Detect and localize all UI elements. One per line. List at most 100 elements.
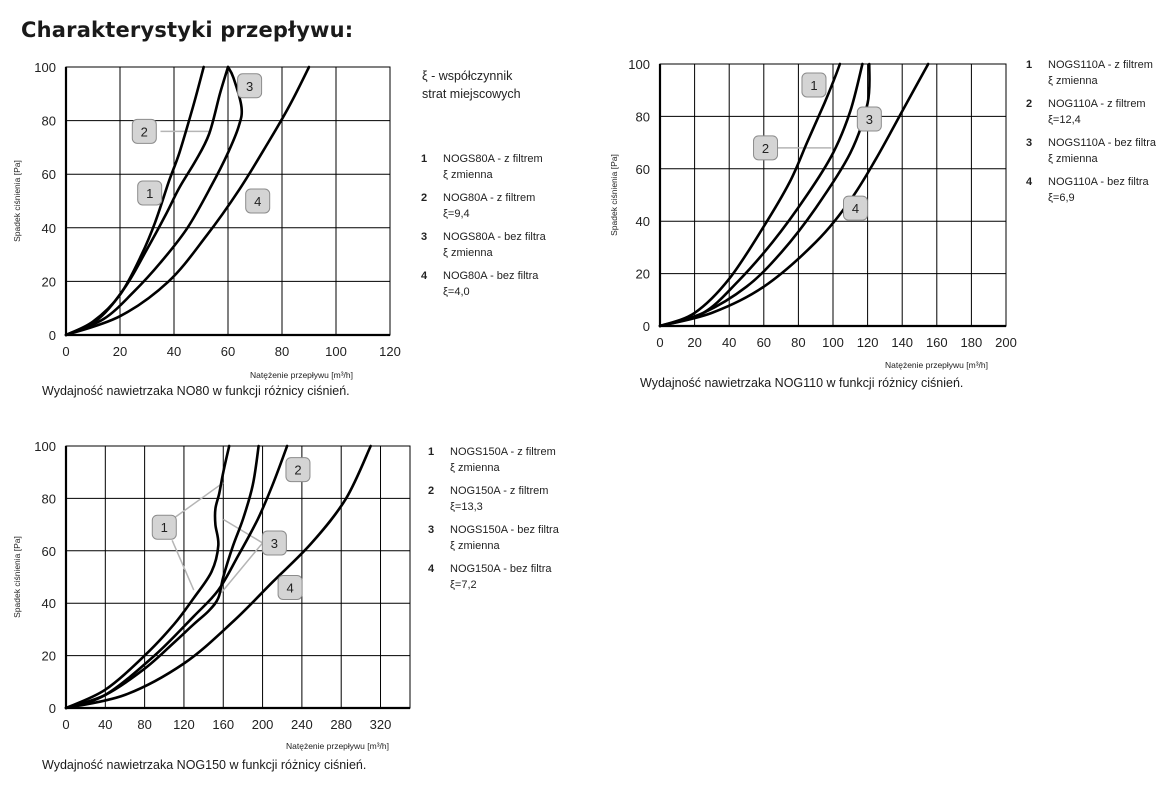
legend-model: NOG80A - bez filtra xyxy=(443,270,539,282)
curve-label-2: 2 xyxy=(131,118,157,144)
series-line-3 xyxy=(64,65,244,337)
x-tick-label: 120 xyxy=(173,717,195,732)
page-title: Charakterystyki przepływu: xyxy=(21,18,354,42)
caption-nog110: Wydajność nawietrzaka NOG110 w funkcji r… xyxy=(640,376,964,390)
xi-note-line2: strat miejscowych xyxy=(422,87,521,101)
legend-model: NOG150A - z filtrem xyxy=(450,485,549,497)
x-tick-label: 0 xyxy=(62,717,69,732)
x-tick-label: 200 xyxy=(252,717,274,732)
curve-label-3: 3 xyxy=(856,106,882,132)
y-tick-label: 60 xyxy=(42,167,56,182)
curve-label-text: 2 xyxy=(762,141,769,156)
curve-label-badge xyxy=(151,514,177,540)
legend-item: 3 NOGS150A - bez filtra ξ zmienna xyxy=(428,522,559,554)
legend-item: 1 NOGS110A - z filtrem ξ zmienna xyxy=(1026,57,1156,89)
legend-coefficient: ξ zmienna xyxy=(1048,75,1098,87)
y-axis-label-nog110: Spadek ciśnienia [Pa] xyxy=(609,154,619,236)
x-tick-label: 120 xyxy=(379,344,401,359)
x-tick-label: 160 xyxy=(926,335,948,350)
legend-number: 3 xyxy=(1026,137,1033,149)
series-line-4 xyxy=(64,444,372,710)
curve-label-text: 3 xyxy=(271,536,278,551)
legend-item: 4 NOG110A - bez filtra ξ=6,9 xyxy=(1026,174,1156,206)
y-tick-label: 40 xyxy=(42,221,56,236)
legend-coefficient: ξ zmienna xyxy=(1048,153,1098,165)
x-axis-label-nog110: Natężenie przepływu [m³/h] xyxy=(885,360,988,370)
legend-number: 3 xyxy=(428,524,435,536)
leader-line xyxy=(171,482,224,520)
legend-nog150: 1 NOGS150A - z filtrem ξ zmienna 2 NOG150A -… xyxy=(428,444,559,600)
x-tick-label: 40 xyxy=(98,717,112,732)
legend-model: NOGS80A - z filtrem xyxy=(443,153,543,165)
x-tick-label: 0 xyxy=(656,335,663,350)
curve-label-badge xyxy=(285,457,311,483)
series-line-4 xyxy=(658,62,930,328)
y-tick-label: 60 xyxy=(42,544,56,559)
legend-item: 2 NOG110A - z filtrem ξ=12,4 xyxy=(1026,96,1156,128)
x-tick-label: 100 xyxy=(325,344,347,359)
legend-number: 1 xyxy=(421,153,428,165)
legend-model: NOG110A - bez filtra xyxy=(1048,176,1149,188)
legend-item: 1 NOGS80A - z filtrem ξ zmienna xyxy=(421,151,546,183)
y-tick-label: 40 xyxy=(636,214,650,229)
y-tick-label: 80 xyxy=(42,491,56,506)
leader-line xyxy=(222,518,263,544)
x-tick-label: 20 xyxy=(113,344,127,359)
x-tick-label: 140 xyxy=(891,335,913,350)
x-tick-label: 60 xyxy=(221,344,235,359)
legend-number: 2 xyxy=(428,485,435,497)
legend-item: 2 NOG150A - z filtrem ξ=13,3 xyxy=(428,483,559,515)
legend-coefficient: ξ=12,4 xyxy=(1048,114,1081,126)
curve-label-text: 4 xyxy=(286,580,293,595)
caption-nog150: Wydajność nawietrzaka NOG150 w funkcji r… xyxy=(42,758,367,772)
legend-item: 2 NOG80A - z filtrem ξ=9,4 xyxy=(421,190,546,222)
series-line-1 xyxy=(64,444,231,710)
curve-label-text: 4 xyxy=(254,194,261,209)
curve-label-text: 1 xyxy=(161,520,168,535)
legend-number: 4 xyxy=(1026,176,1033,188)
x-tick-label: 240 xyxy=(291,717,313,732)
curve-label-text: 1 xyxy=(146,186,153,201)
curve-label-text: 1 xyxy=(810,78,817,93)
legend-model: NOGS150A - z filtrem xyxy=(450,446,556,458)
legend-item: 1 NOGS150A - z filtrem ξ zmienna xyxy=(428,444,559,476)
y-tick-label: 40 xyxy=(42,596,56,611)
x-tick-label: 60 xyxy=(757,335,771,350)
legend-number: 2 xyxy=(1026,98,1033,110)
x-tick-label: 320 xyxy=(370,717,392,732)
x-tick-label: 40 xyxy=(722,335,736,350)
x-axis-label-no80: Natężenie przepływu [m³/h] xyxy=(250,370,353,380)
legend-no80: 1 NOGS80A - z filtrem ξ zmienna 2 NOG80A - z… xyxy=(421,151,546,307)
x-tick-label: 20 xyxy=(687,335,701,350)
legend-item: 3 NOGS110A - bez filtra ξ zmienna xyxy=(1026,135,1156,167)
x-tick-label: 80 xyxy=(275,344,289,359)
series-line-3 xyxy=(64,444,260,710)
curve-label-3: 3 xyxy=(237,73,263,99)
legend-item: 4 NOG80A - bez filtra ξ=4,0 xyxy=(421,268,546,300)
curve-label-badge xyxy=(842,195,868,221)
legend-item: 4 NOG150A - bez filtra ξ=7,2 xyxy=(428,561,559,593)
leader-line xyxy=(220,542,264,594)
curve-label-badge xyxy=(277,574,303,600)
legend-model: NOGS110A - z filtrem xyxy=(1048,59,1153,71)
plot-frame xyxy=(65,445,411,709)
y-tick-label: 0 xyxy=(643,319,650,334)
curve-label-1: 1 xyxy=(137,180,163,206)
curve-label-badge xyxy=(753,135,779,161)
y-tick-label: 100 xyxy=(34,60,56,75)
curve-label-1: 1 xyxy=(801,72,827,98)
legend-number: 4 xyxy=(428,563,435,575)
y-tick-label: 80 xyxy=(636,109,650,124)
legend-model: NOGS80A - bez filtra xyxy=(443,231,546,243)
legend-model: NOGS110A - bez filtra xyxy=(1048,137,1157,149)
legend-model: NOG80A - z filtrem xyxy=(443,192,536,204)
x-tick-label: 120 xyxy=(857,335,879,350)
y-tick-label: 0 xyxy=(49,701,56,716)
curve-label-badge xyxy=(245,188,271,214)
y-axis-label-no80: Spadek ciśnienia [Pa] xyxy=(12,160,22,242)
curve-label-3: 3 xyxy=(261,530,287,556)
y-tick-label: 100 xyxy=(628,57,650,72)
curve-label-4: 4 xyxy=(842,195,868,221)
